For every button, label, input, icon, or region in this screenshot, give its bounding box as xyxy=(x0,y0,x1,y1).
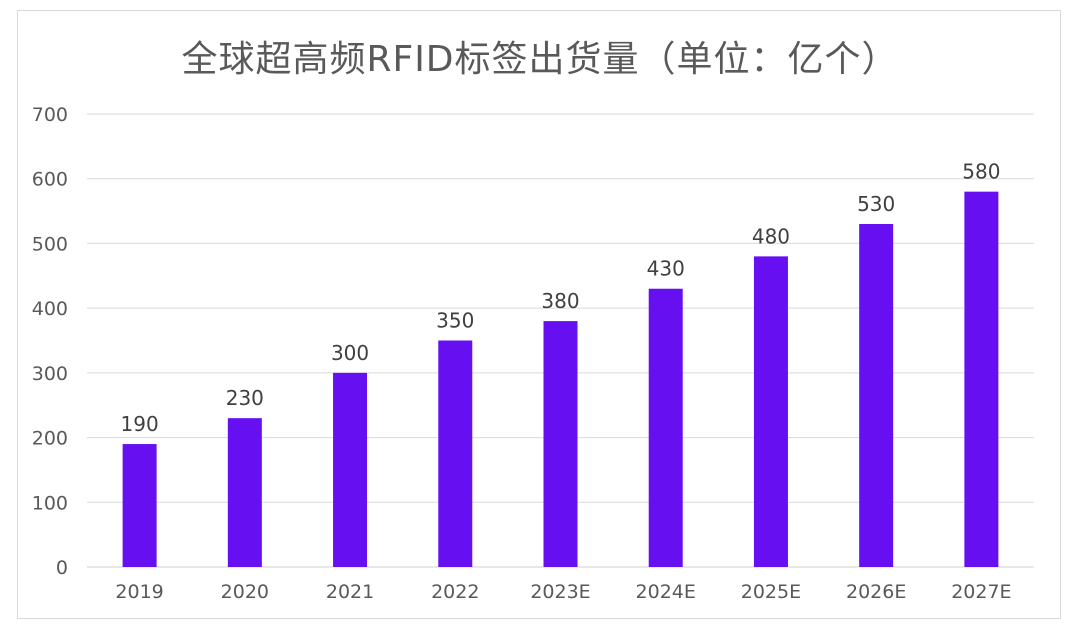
x-tick-label: 2026E xyxy=(846,581,906,603)
y-tick-label: 0 xyxy=(56,557,68,579)
x-tick-label: 2027E xyxy=(951,581,1011,603)
data-label: 190 xyxy=(121,412,159,436)
bar xyxy=(122,444,157,567)
bar xyxy=(438,340,473,567)
data-label: 380 xyxy=(541,289,579,313)
bar xyxy=(543,321,578,567)
x-tick-label: 2024E xyxy=(636,581,696,603)
data-label: 350 xyxy=(436,309,474,333)
y-tick-label: 300 xyxy=(32,363,68,385)
x-tick-label: 2022 xyxy=(431,581,479,603)
x-tick-label: 2021 xyxy=(326,581,374,603)
bar xyxy=(333,372,368,567)
y-tick-label: 200 xyxy=(32,428,68,450)
data-label: 480 xyxy=(752,224,790,248)
data-label: 230 xyxy=(226,386,264,410)
data-label: 580 xyxy=(962,160,1000,184)
bar xyxy=(227,418,262,567)
bar xyxy=(859,224,894,567)
bar xyxy=(964,191,999,567)
y-tick-label: 400 xyxy=(32,298,68,320)
x-tick-label: 2020 xyxy=(221,581,269,603)
data-label: 430 xyxy=(647,257,685,281)
x-tick-label: 2023E xyxy=(530,581,590,603)
y-tick-label: 600 xyxy=(32,169,68,191)
y-tick-label: 700 xyxy=(32,104,68,126)
bar xyxy=(648,288,683,567)
x-tick-label: 2019 xyxy=(115,581,163,603)
y-tick-label: 500 xyxy=(32,233,68,255)
x-tick-label: 2025E xyxy=(741,581,801,603)
chart-title: 全球超高频RFID标签出货量（单位：亿个） xyxy=(181,39,899,80)
chart-frame xyxy=(17,10,1061,619)
data-label: 530 xyxy=(857,192,895,216)
bar xyxy=(753,256,788,567)
y-tick-label: 100 xyxy=(32,492,68,514)
data-label: 300 xyxy=(331,341,369,365)
